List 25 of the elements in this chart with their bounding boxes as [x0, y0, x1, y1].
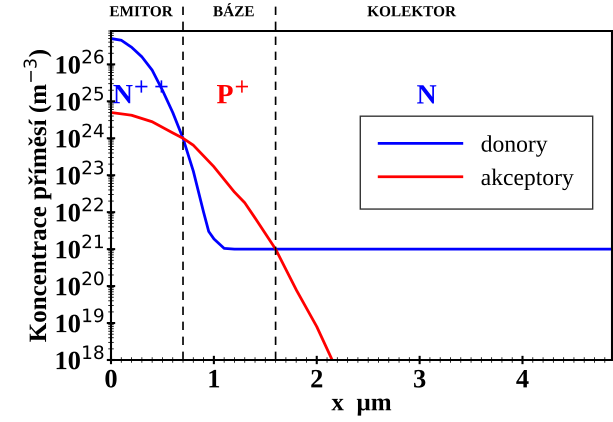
line-series [111, 37, 612, 251]
legend-label: donory [482, 135, 548, 157]
y-tick-label: 10$^{21}$ [56, 234, 103, 259]
y-tick-label: 10$^{18}$ [56, 345, 104, 370]
legend-label: akceptory [482, 168, 574, 190]
y-tick-label: 10$^{22}$ [56, 198, 103, 222]
y-tick-label: 10$^{25}$ [56, 86, 104, 111]
x-tick-label: 0 [105, 370, 117, 388]
annotation: N [417, 85, 436, 104]
x-tick-label: 4 [516, 370, 529, 388]
y-tick-label: 10$^{23}$ [56, 160, 104, 185]
annotation: P$^{+}$ [216, 80, 248, 104]
line-series [111, 111, 334, 360]
y-tick-label: 10$^{24}$ [56, 124, 104, 148]
y-tick-label: 10$^{26}$ [56, 50, 104, 74]
x-tick-label: 1 [209, 370, 220, 388]
x-tick-label: 3 [414, 370, 426, 388]
y-tick-label: 10$^{19}$ [56, 308, 104, 332]
text: BÁZE [213, 3, 254, 16]
y-tick-label: 10$^{20}$ [56, 271, 104, 296]
x-axis-title: x µm [331, 398, 392, 416]
x-tick-label: 2 [311, 370, 322, 388]
y-axis-title: Koncentrace příměsí (m$^{−3}$) [23, 50, 52, 342]
text: KOLEKTOR [367, 6, 456, 16]
text: EMITOR [110, 6, 173, 16]
